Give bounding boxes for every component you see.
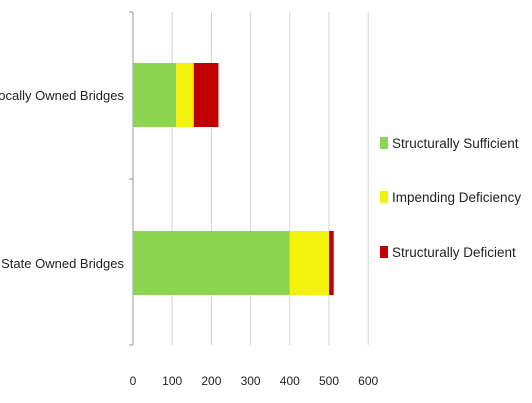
- bar-0-1: [176, 63, 194, 127]
- legend-label-1: Impending Deficiency: [392, 190, 521, 205]
- bar-1-1: [289, 231, 329, 295]
- bar-0-0: [133, 63, 177, 127]
- legend: Structurally Sufficient Impending Deficie…: [380, 136, 521, 260]
- category-label-1: State Owned Bridges: [1, 256, 124, 271]
- category-label-0: Locally Owned Bridges: [0, 88, 124, 103]
- legend-label-0: Structurally Sufficient: [392, 136, 519, 151]
- legend-label-2: Structurally Deficient: [392, 245, 516, 260]
- bars: [133, 63, 334, 295]
- x-tick-label-100: 100: [162, 374, 182, 388]
- legend-swatch-1: [380, 191, 388, 203]
- x-tick-label-500: 500: [319, 374, 339, 388]
- gridlines: [171, 12, 369, 345]
- axis-labels: 0 100 200 300 400 500 600 Locally Owned Bridges…: [0, 88, 379, 388]
- axes: [129, 11, 134, 346]
- x-tick-label-600: 600: [358, 374, 378, 388]
- x-tick-label-300: 300: [241, 374, 261, 388]
- x-tick-label-0: 0: [130, 374, 137, 388]
- bar-0-2: [193, 63, 219, 127]
- x-tick-label-400: 400: [280, 374, 300, 388]
- legend-swatch-0: [380, 137, 388, 149]
- bar-1-0: [133, 231, 290, 295]
- x-tick-label-200: 200: [201, 374, 221, 388]
- bar-1-2: [329, 231, 334, 295]
- legend-swatch-2: [380, 246, 388, 258]
